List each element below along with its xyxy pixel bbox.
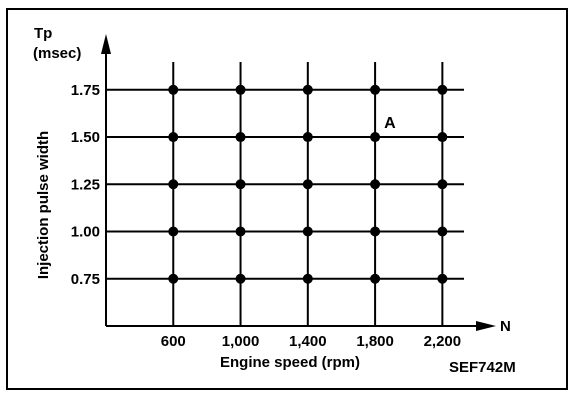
- data-point: [168, 84, 179, 95]
- data-points: [168, 84, 448, 284]
- data-point: [370, 132, 381, 143]
- x-axis-arrow: [476, 321, 496, 331]
- figure-frame: [6, 8, 568, 390]
- data-point: [437, 132, 448, 143]
- y-tick-label: 1.50: [71, 129, 100, 146]
- y-axis-symbol: Tp: [34, 25, 52, 42]
- y-tick-labels: 0.75 1.00 1.25 1.50 1.75: [71, 82, 100, 288]
- y-tick-label: 0.75: [71, 271, 100, 288]
- data-point: [168, 132, 179, 143]
- data-point: [302, 132, 313, 143]
- x-tick-labels: 600 1,000 1,400 1,800 2,200: [161, 333, 461, 350]
- data-point: [437, 226, 448, 237]
- data-point: [168, 273, 179, 284]
- x-tick-label: 1,800: [356, 333, 394, 350]
- data-point: [370, 226, 381, 237]
- data-point: [235, 226, 246, 237]
- x-tick-label: 1,400: [289, 333, 327, 350]
- data-point: [168, 179, 179, 190]
- x-tick-label: 1,000: [222, 333, 260, 350]
- data-point: [437, 273, 448, 284]
- data-point: [235, 84, 246, 95]
- y-axis-arrow: [101, 34, 111, 54]
- data-point: [370, 273, 381, 284]
- x-tick-label: 600: [161, 333, 186, 350]
- x-tick-label: 2,200: [424, 333, 462, 350]
- y-tick-label: 1.75: [71, 82, 100, 99]
- x-axis-label: Engine speed (rpm): [220, 354, 360, 371]
- data-point: [437, 179, 448, 190]
- data-point: [302, 84, 313, 95]
- data-point: [168, 226, 179, 237]
- data-point: [437, 84, 448, 95]
- data-point: [302, 179, 313, 190]
- figure-code: SEF742M: [449, 359, 516, 376]
- data-point: [235, 179, 246, 190]
- y-axis-label: Injection pulse width: [35, 131, 52, 279]
- y-tick-label: 1.00: [71, 224, 100, 241]
- data-point: [302, 226, 313, 237]
- annotation-a: A: [384, 115, 396, 132]
- axes: [101, 34, 496, 331]
- y-tick-label: 1.25: [71, 176, 100, 193]
- data-point: [302, 273, 313, 284]
- x-axis-symbol: N: [500, 318, 511, 335]
- grid: [106, 62, 464, 326]
- data-point: [235, 273, 246, 284]
- data-point: [370, 179, 381, 190]
- data-point: [235, 132, 246, 143]
- y-axis-unit: (msec): [33, 45, 81, 62]
- data-point: [370, 84, 381, 95]
